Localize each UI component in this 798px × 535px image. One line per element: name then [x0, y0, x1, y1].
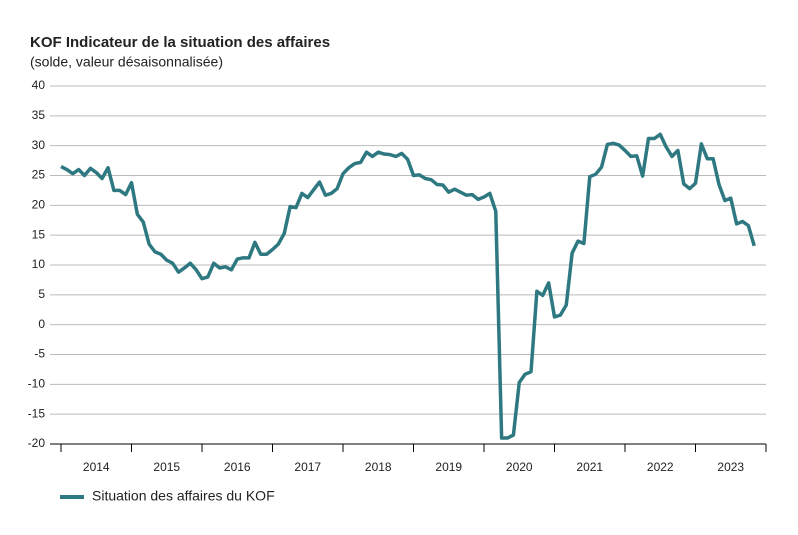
x-tick-label: 2022 — [647, 460, 674, 474]
y-tick-label: 20 — [32, 198, 46, 212]
y-tick-label: 35 — [32, 108, 46, 122]
data-line — [60, 132, 756, 440]
y-tick-label: 10 — [32, 257, 46, 271]
y-tick-label: -20 — [28, 436, 46, 450]
x-tick-label: 2017 — [294, 460, 321, 474]
legend-label: Situation des affaires du KOF — [92, 488, 275, 504]
y-tick-label: 25 — [32, 168, 46, 182]
x-tick-label: 2015 — [153, 460, 180, 474]
y-tick-label: 0 — [38, 317, 45, 331]
x-tick-label: 2021 — [576, 460, 603, 474]
x-tick-label: 2020 — [506, 460, 533, 474]
x-tick-label: 2019 — [435, 460, 462, 474]
chart-subtitle: (solde, valeur désaisonnalisée) — [30, 54, 223, 70]
chart-title: KOF Indicateur de la situation des affai… — [30, 34, 330, 51]
y-tick-label: -5 — [34, 347, 45, 361]
y-tick-label: 30 — [32, 138, 46, 152]
y-tick-label: 40 — [32, 78, 46, 92]
y-tick-label: 15 — [32, 227, 46, 241]
x-tick-label: 2014 — [83, 460, 110, 474]
y-tick-label: -15 — [28, 406, 46, 420]
y-tick-label: -10 — [28, 377, 46, 391]
x-tick-label: 2018 — [365, 460, 392, 474]
y-tick-label: 5 — [38, 287, 45, 301]
x-tick-label: 2023 — [717, 460, 744, 474]
x-tick-label: 2016 — [224, 460, 251, 474]
